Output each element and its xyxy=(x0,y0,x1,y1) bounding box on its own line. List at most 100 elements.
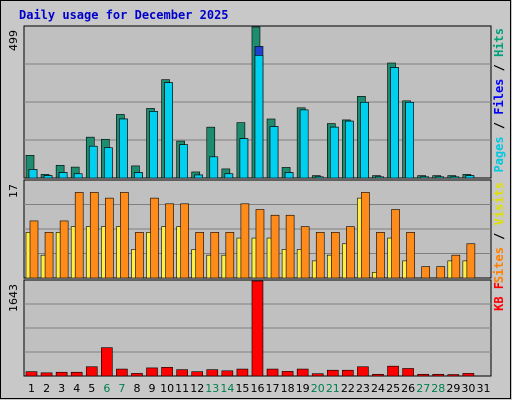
day-label: 16 xyxy=(251,382,265,395)
bar xyxy=(239,138,249,179)
day-label: 26 xyxy=(401,382,415,395)
bar xyxy=(251,280,264,377)
bar xyxy=(405,102,414,179)
bar xyxy=(104,147,113,179)
bar xyxy=(221,370,234,377)
bar xyxy=(451,254,461,279)
legend-entry: Hits xyxy=(492,28,506,57)
bar xyxy=(119,118,128,179)
bar xyxy=(345,120,354,179)
bar xyxy=(391,209,400,279)
bar xyxy=(195,232,205,279)
bar xyxy=(360,102,369,179)
legend-entry: Sites xyxy=(492,247,506,283)
panel-hits-files-pages: 499 Pages / Files / Hits xyxy=(7,25,506,179)
bar xyxy=(88,145,98,179)
bar xyxy=(376,232,385,279)
bar xyxy=(315,232,325,279)
legend-entry: Pages xyxy=(492,136,506,172)
bar xyxy=(447,374,460,377)
day-label: 8 xyxy=(133,382,140,395)
bar xyxy=(284,172,294,179)
bar xyxy=(116,368,128,377)
bar xyxy=(420,176,429,179)
day-label: 9 xyxy=(149,382,156,395)
day-label: 28 xyxy=(431,382,445,395)
day-label: 25 xyxy=(386,382,400,395)
bar xyxy=(149,111,158,179)
bar xyxy=(254,55,264,179)
day-label: 31 xyxy=(476,382,490,395)
bar xyxy=(25,371,38,377)
bar xyxy=(101,347,113,377)
bar xyxy=(179,144,188,179)
bar xyxy=(465,175,475,179)
bar xyxy=(165,203,174,279)
day-label: 15 xyxy=(235,382,249,395)
bar xyxy=(346,226,355,279)
bar xyxy=(120,192,129,279)
bar xyxy=(266,368,279,377)
bar xyxy=(270,214,280,279)
panel-max-label: 499 xyxy=(7,30,20,51)
bar xyxy=(58,172,68,179)
bar xyxy=(176,369,188,377)
bar xyxy=(74,192,84,279)
bar xyxy=(372,373,384,377)
bar xyxy=(417,373,429,377)
bar xyxy=(224,173,234,179)
panel-max-label: 17 xyxy=(7,184,20,198)
bar xyxy=(85,366,98,377)
series-kb-f xyxy=(25,280,475,377)
bar xyxy=(191,371,204,377)
day-label: 22 xyxy=(341,382,355,395)
day-label: 10 xyxy=(160,382,174,395)
bar xyxy=(161,367,173,377)
bar xyxy=(180,203,189,279)
bar xyxy=(269,126,279,179)
day-label: 13 xyxy=(205,382,219,395)
bar xyxy=(435,176,445,179)
legend-entry: / xyxy=(492,115,506,137)
bar xyxy=(73,173,83,179)
bar xyxy=(402,368,414,377)
bar xyxy=(210,232,220,279)
bar xyxy=(436,266,446,279)
day-label: 6 xyxy=(103,382,110,395)
bar xyxy=(330,232,340,279)
bar xyxy=(387,365,399,377)
bar xyxy=(285,214,295,279)
bar xyxy=(450,176,460,179)
bar xyxy=(29,220,39,279)
chart-panels: 499 Pages / Files / Hits 17 Sites / Visits 1… xyxy=(7,25,506,377)
legend-entry: Visits xyxy=(492,182,506,225)
day-label: 27 xyxy=(416,382,430,395)
day-label: 4 xyxy=(73,382,80,395)
bar xyxy=(236,368,249,377)
bar xyxy=(43,175,53,179)
bar xyxy=(70,371,83,377)
bar xyxy=(314,176,324,179)
bar xyxy=(357,366,369,377)
panel-kbytes: 1643 KB F xyxy=(7,279,506,377)
day-label: 12 xyxy=(190,382,204,395)
bar xyxy=(342,369,354,377)
bar xyxy=(89,192,99,279)
bar xyxy=(55,371,68,377)
chart-title: Daily usage for December 2025 xyxy=(19,8,229,22)
bar xyxy=(44,232,54,279)
panel-legend: Pages / Files / Hits xyxy=(492,28,506,173)
bar xyxy=(311,373,324,377)
day-label: 5 xyxy=(88,382,95,395)
legend-entry: KB F xyxy=(492,282,506,311)
bar xyxy=(194,174,204,179)
bar xyxy=(299,109,309,179)
bar xyxy=(255,209,265,279)
bar xyxy=(296,368,309,377)
series-sites xyxy=(29,192,476,279)
bar xyxy=(209,156,219,179)
day-label: 24 xyxy=(371,382,385,395)
day-label: 19 xyxy=(296,382,310,395)
bar xyxy=(421,266,430,279)
bar xyxy=(164,82,173,179)
